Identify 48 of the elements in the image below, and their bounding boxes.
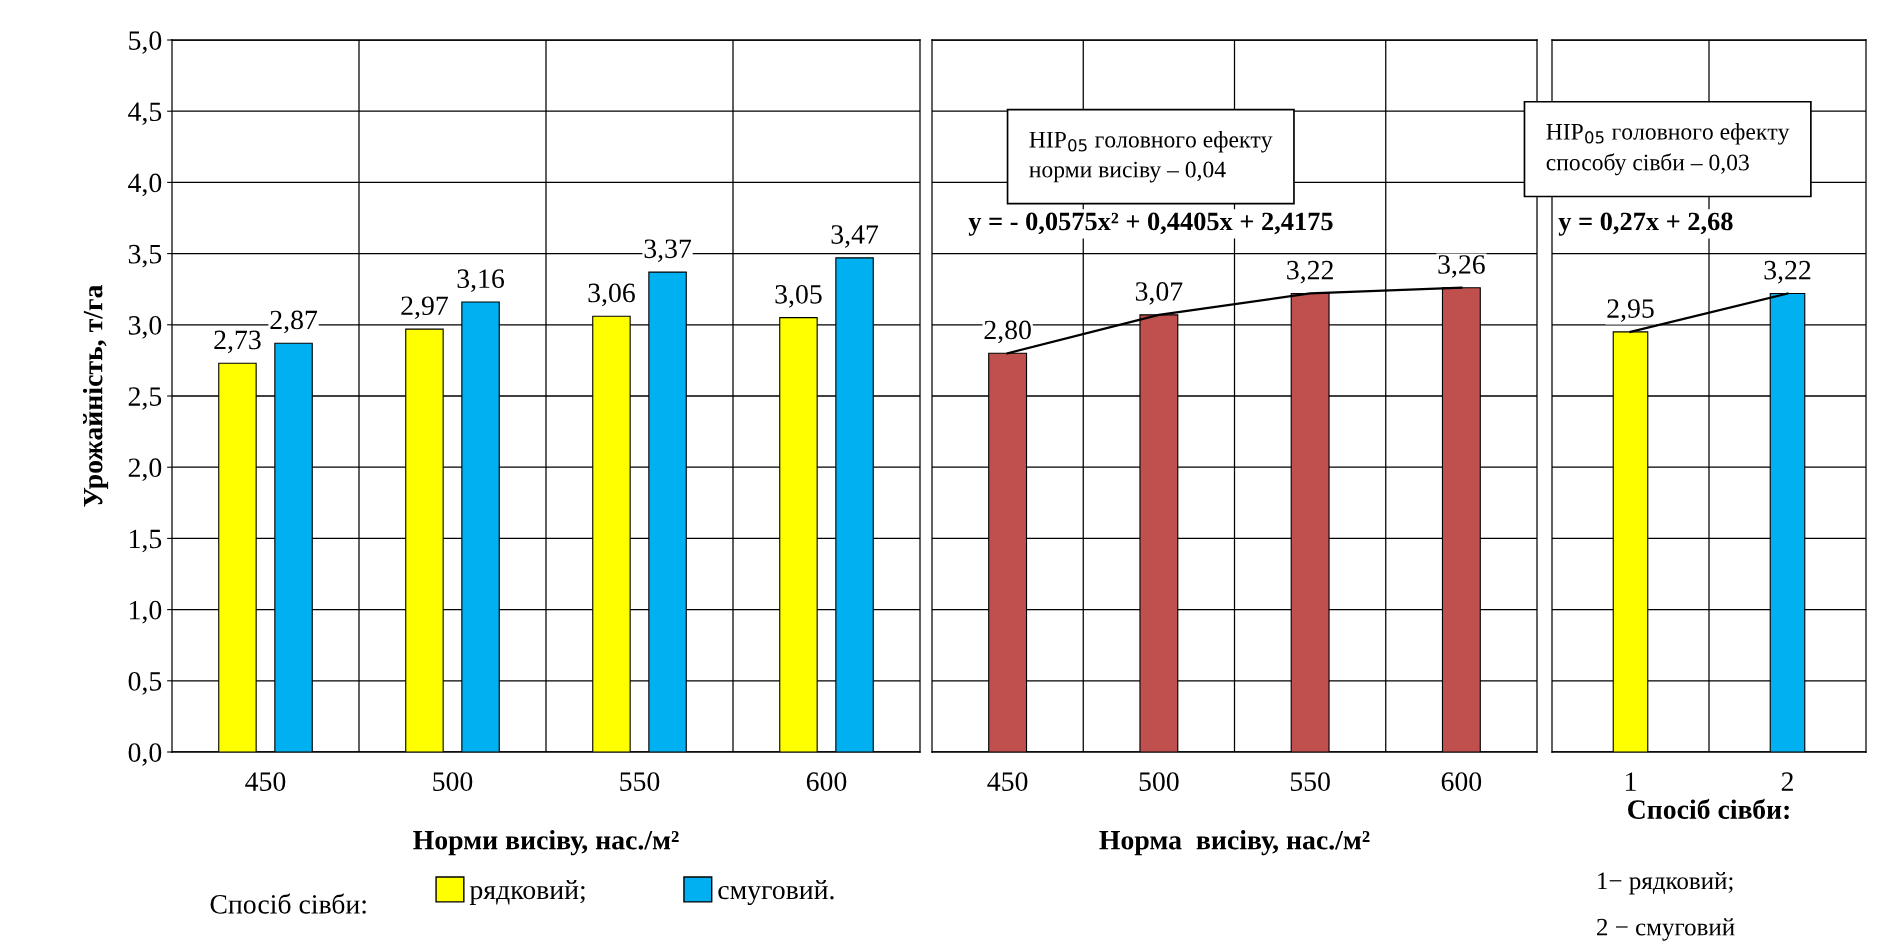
legend-label: смуговий. [718,879,834,905]
data-label: 2,87 [270,310,318,334]
text: 2 − смуговий [1597,918,1735,941]
data-label: 3,07 [1135,282,1183,305]
x-tick-label: 450 [245,772,286,791]
x-tick-label: 600 [806,772,847,791]
data-label: 3,16 [457,269,505,293]
data-label: 3,26 [1438,255,1485,278]
x-axis-title: Норма висіву, нас./м² [1099,829,1370,856]
data-label: 3,06 [588,283,635,307]
data-label: 3,47 [831,225,879,248]
data-label: 2,73 [214,330,261,354]
legend-label: рядковий; [469,879,585,905]
y-tick-label: 1,5 [130,529,162,553]
annotation: y = - 0,0575x² + 0,4405x + 2,4175 [968,212,1333,236]
annotation: НІР$_{05}$ головного ефекту норми висіву – 0,04 [1029,131,1273,183]
y-tick-label: 3,5 [128,244,162,268]
x-axis-title: Норми висіву, нас./м² [413,829,679,856]
data-label: 3,37 [644,239,692,263]
x-tick-label: 550 [1290,772,1330,791]
annotation: y = 0,27x + 2,68 [1558,212,1733,236]
x-tick-label: 2 [1781,772,1793,791]
y-tick-label: 5,0 [129,31,162,54]
y-tick-label: 4,5 [128,102,162,126]
y-tick-label: 3,0 [128,315,162,339]
y-tick-label: 0,0 [128,743,162,766]
x-axis-title: Спосіб сівби: [1628,798,1789,820]
x-tick-label: 500 [433,772,473,791]
data-label: 3,22 [1287,260,1333,284]
y-axis-title: Урожайність, т/га [82,284,109,507]
y-tick-label: 1,0 [130,600,162,624]
text: 1− рядковий; [1598,871,1733,895]
data-label: 2,80 [984,320,1031,344]
y-tick-label: 2,5 [128,387,162,410]
y-tick-label: 4,0 [128,173,162,197]
data-label: 2,97 [401,296,448,320]
x-tick-label: 500 [1139,772,1179,791]
x-tick-label: 600 [1441,772,1482,791]
y-tick-label: 2,0 [128,458,162,482]
x-tick-label: 450 [987,772,1028,791]
y-tick-label: 0,5 [128,671,162,695]
data-label: 3,22 [1764,260,1811,284]
data-label: 2,95 [1607,299,1654,322]
x-tick-label: 1 [1626,772,1636,791]
legend-title: Спосіб сівби: [210,893,366,914]
data-label: 3,05 [775,284,822,308]
annotation: НІР$_{05}$ головного ефекту способу сівби – 0,03 [1546,123,1790,176]
x-tick-label: 550 [620,772,660,791]
